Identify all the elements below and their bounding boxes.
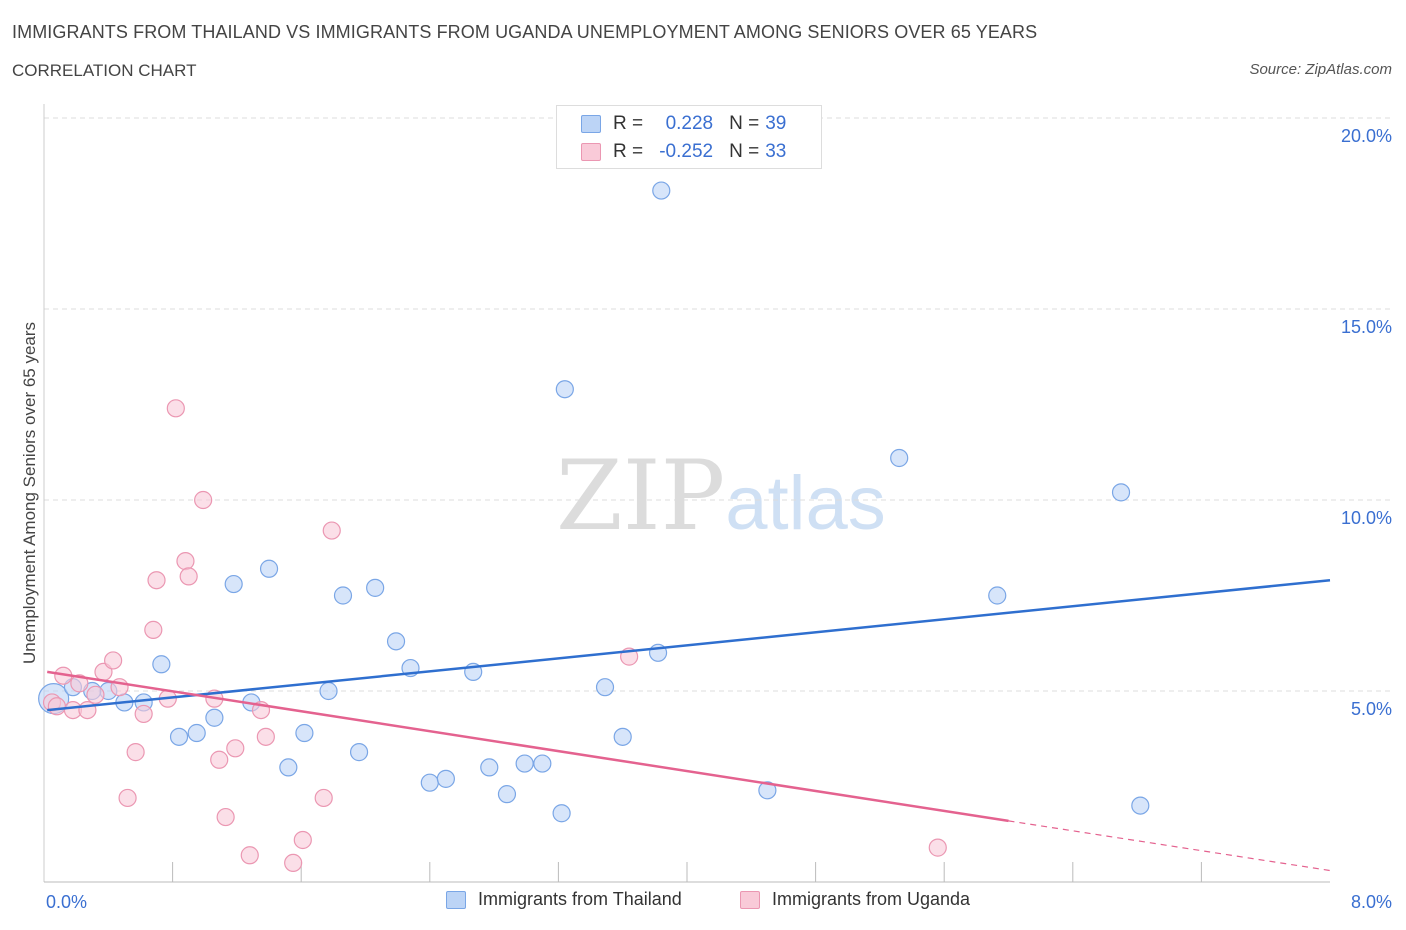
uganda-point [240, 846, 259, 865]
chart-subtitle: CORRELATION CHART [12, 61, 197, 80]
uganda-point [210, 750, 229, 769]
x-tick-label: 0.0% [46, 892, 87, 912]
uganda-point [194, 490, 213, 510]
x-tick-label: 8.0% [1351, 892, 1392, 912]
watermark: ZIPatlas [556, 440, 886, 552]
thailand-point [169, 727, 189, 746]
legend-label-thailand: Immigrants from Thailand [478, 889, 682, 909]
uganda-point [216, 807, 235, 827]
thailand-swatch [581, 115, 601, 133]
thailand-point [497, 785, 517, 804]
uganda-point [144, 620, 163, 639]
thailand-point [613, 727, 632, 746]
source-credit: Source: ZipAtlas.com [1249, 61, 1392, 78]
uganda-point [928, 838, 947, 857]
thailand-point [436, 769, 455, 788]
r-label: R = [613, 141, 644, 162]
uganda-point [256, 727, 275, 746]
uganda-point [104, 651, 123, 670]
n-label: N = [729, 113, 760, 134]
thailand-point [758, 781, 777, 800]
thailand-point [152, 655, 171, 674]
thailand-legend-swatch [446, 890, 466, 909]
uganda-point [70, 674, 89, 693]
thailand-point [349, 743, 369, 762]
uganda-point [134, 704, 153, 724]
uganda-point [126, 743, 145, 762]
n-label: N = [729, 141, 760, 162]
r-value: -0.252 [659, 141, 714, 162]
stats-legend: R = 0.228 N = 39 R = -0.252 N = 33 [556, 105, 822, 169]
thailand-point [205, 708, 224, 727]
thailand-point [420, 773, 439, 792]
y-tick-label: 15.0% [1341, 317, 1392, 337]
y-tick-label: 10.0% [1341, 508, 1392, 528]
legend-item-thailand[interactable]: Immigrants from Thailand [446, 889, 682, 910]
uganda-legend-swatch [740, 890, 760, 909]
thailand-point [988, 586, 1007, 605]
y-tick-label: 20.0% [1341, 126, 1392, 146]
uganda-point [179, 567, 198, 586]
uganda-point [314, 788, 333, 808]
n-value: 33 [765, 141, 787, 162]
uganda-point [166, 399, 185, 418]
thailand-point [319, 681, 338, 701]
thailand-point [890, 448, 909, 468]
stats-row-uganda: R = -0.252 N = 33 [581, 140, 786, 164]
uganda-point [293, 830, 312, 850]
thailand-point [533, 754, 552, 773]
r-value: 0.228 [665, 113, 714, 134]
uganda-point [86, 685, 105, 704]
uganda-trendline-extension [1008, 820, 1331, 872]
uganda-trendline [47, 670, 1009, 823]
thailand-point [480, 758, 499, 777]
uganda-series [42, 399, 947, 873]
thailand-point [224, 574, 243, 594]
thailand-trendline [47, 578, 1331, 712]
r-label: R = [613, 113, 644, 134]
y-tick-label: 5.0% [1351, 699, 1392, 719]
thailand-point [555, 380, 574, 399]
thailand-point [1131, 796, 1150, 815]
thailand-point [259, 559, 279, 578]
uganda-point [226, 739, 245, 758]
thailand-point [515, 754, 534, 773]
thailand-point [595, 678, 615, 697]
thailand-point [1111, 483, 1131, 502]
n-value: 39 [765, 113, 787, 134]
uganda-point [78, 700, 97, 720]
uganda-point [322, 521, 341, 540]
uganda-point [176, 552, 195, 571]
uganda-point [47, 697, 66, 716]
legend-label-uganda: Immigrants from Uganda [772, 889, 971, 909]
watermark-zip: ZIP [556, 440, 726, 552]
thailand-point [187, 723, 206, 743]
uganda-point [118, 788, 137, 808]
thailand-point [295, 723, 314, 743]
stats-row-thailand: R = 0.228 N = 39 [581, 112, 786, 136]
thailand-point [552, 804, 571, 823]
uganda-swatch [581, 143, 601, 161]
uganda-point [147, 571, 166, 590]
thailand-point [279, 758, 298, 777]
chart-title: IMMIGRANTS FROM THAILAND VS IMMIGRANTS F… [12, 22, 1038, 42]
uganda-point [284, 853, 303, 873]
legend-item-uganda[interactable]: Immigrants from Uganda [740, 889, 970, 910]
watermark-atlas: atlas [725, 461, 886, 546]
thailand-point [366, 578, 385, 597]
thailand-point [652, 181, 671, 200]
series-legend: Immigrants from Thailand Immigrants from… [0, 889, 1406, 915]
thailand-point [333, 586, 353, 605]
thailand-point [386, 632, 406, 651]
